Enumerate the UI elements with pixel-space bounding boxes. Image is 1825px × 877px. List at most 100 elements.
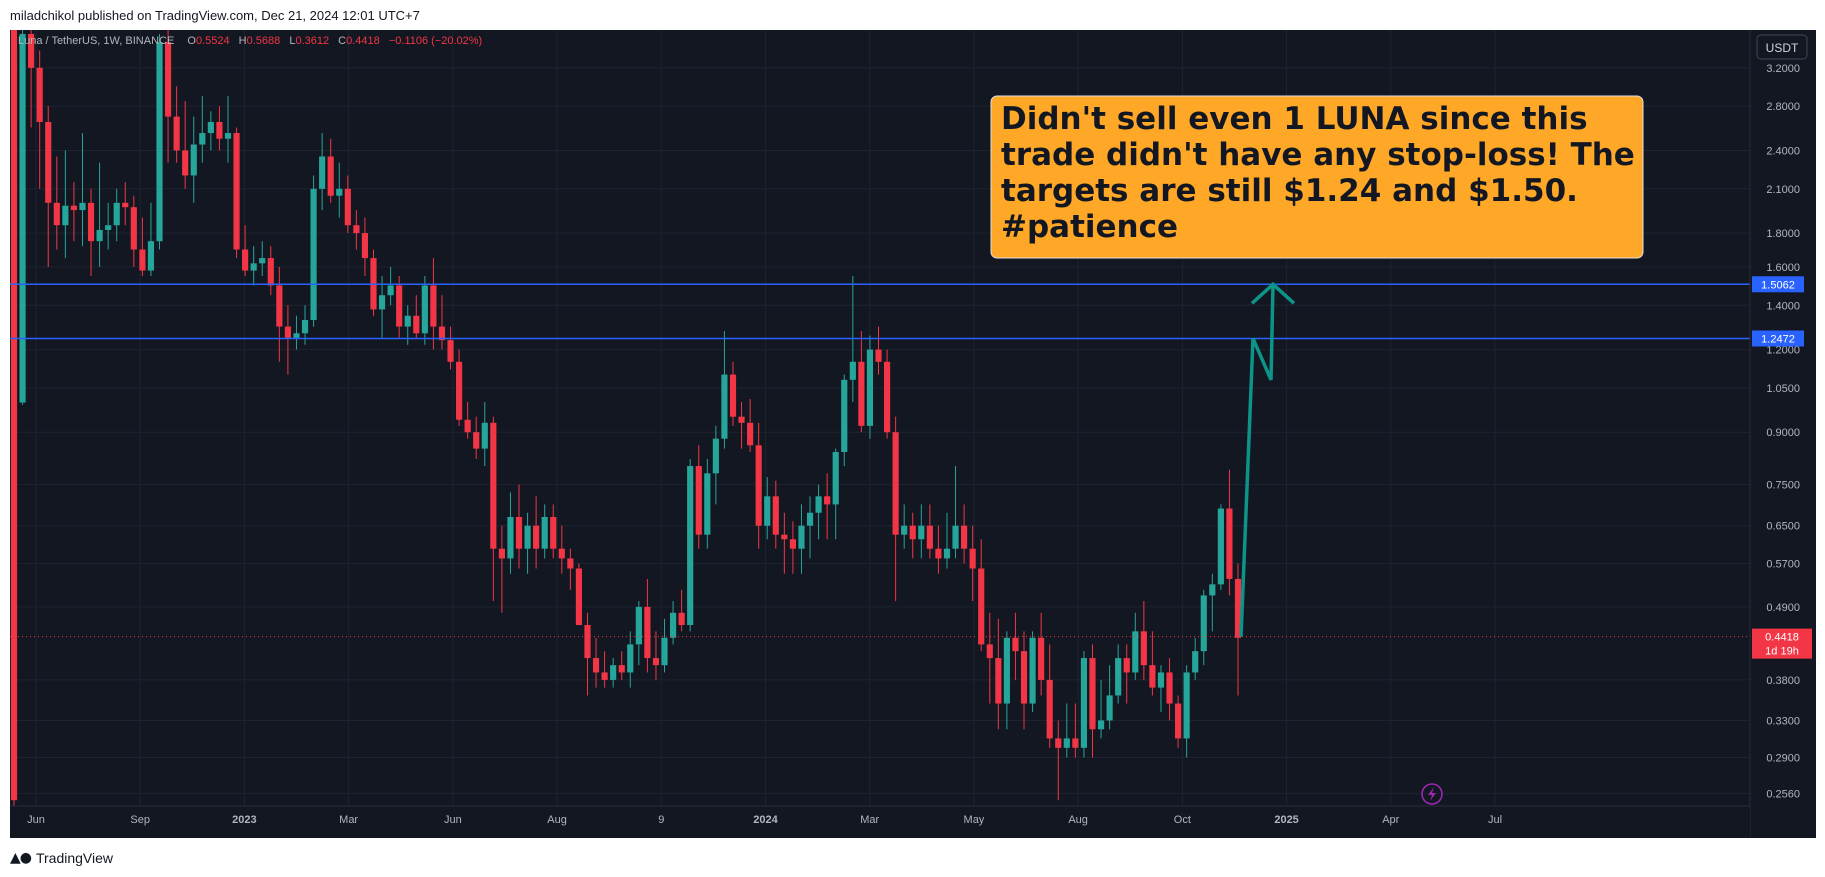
last-price-badge: 0.4418 1d 19h [1752, 628, 1812, 659]
candle [841, 374, 848, 467]
candle-body [849, 361, 856, 380]
candle [935, 525, 942, 574]
candle [242, 225, 249, 277]
candle [661, 618, 668, 673]
candle [87, 188, 95, 277]
candle-body [635, 606, 642, 645]
x-tick-label: Mar [339, 814, 358, 826]
alert-icon[interactable] [1421, 783, 1443, 805]
candle-body [1209, 584, 1216, 596]
candle [421, 276, 428, 345]
annotation-callout[interactable]: Didn't sell even 1 LUNA since this trade… [990, 95, 1644, 259]
candle [1055, 720, 1062, 801]
candle [712, 425, 719, 505]
candle-body [661, 637, 668, 666]
x-tick-label: 9 [658, 814, 664, 826]
candle-body [729, 374, 737, 417]
candle [378, 276, 386, 338]
high-value: 0.5688 [247, 35, 281, 47]
candle-body [704, 473, 711, 535]
candle [113, 188, 120, 242]
candle [515, 484, 523, 569]
candle-body [1063, 738, 1070, 748]
level-label: 1.5062 [1761, 279, 1795, 291]
currency-label: USDT [1766, 41, 1799, 55]
tradingview-logo[interactable]: ▲● TradingView [10, 850, 113, 866]
candle [875, 326, 882, 375]
candle [1089, 644, 1096, 758]
candle [978, 539, 985, 652]
candle-body [541, 516, 548, 549]
footer: ▲● TradingView [0, 838, 1825, 877]
y-tick-label: 2.4000 [1766, 145, 1800, 157]
candle [507, 492, 514, 574]
candle [1003, 631, 1010, 730]
projection-arrow-head [1250, 281, 1296, 305]
low-value: 0.3612 [295, 35, 329, 47]
candle-body [952, 525, 959, 549]
candle-body [1132, 631, 1139, 673]
candle-body [344, 188, 351, 226]
close-value: 0.4418 [346, 35, 380, 47]
y-tick-label: 0.9000 [1766, 427, 1800, 439]
candle [627, 631, 634, 688]
candle-body [456, 361, 463, 420]
candle [584, 612, 591, 696]
candle [961, 504, 968, 564]
candle-body [319, 156, 326, 189]
candle-body [866, 349, 874, 426]
candle-body [87, 202, 95, 242]
candle [276, 266, 283, 362]
candle-body [1012, 637, 1019, 652]
price-axis-ticks: 3.2000 2.8000 2.4000 2.1000 1.8000 1.6000 1.40… [1766, 63, 1800, 801]
candle [824, 473, 831, 540]
candle [729, 361, 737, 426]
price-axis-bg [1750, 30, 1816, 838]
candle [567, 548, 574, 590]
candle [53, 156, 60, 250]
y-tick-label: 0.2560 [1766, 788, 1800, 800]
candle [327, 138, 334, 203]
candle [781, 512, 788, 574]
candle-body [96, 229, 103, 242]
candle [1217, 504, 1224, 590]
candle [1157, 665, 1165, 712]
level-label: 1.2472 [1761, 333, 1795, 345]
candle-body [901, 525, 908, 535]
candle [105, 202, 112, 250]
candle-body [841, 379, 848, 453]
candle [669, 601, 677, 645]
currency-button[interactable]: USDT [1756, 34, 1808, 60]
candle-body [515, 516, 523, 549]
candle [267, 246, 274, 296]
y-tick-label: 0.3300 [1766, 715, 1800, 727]
candle-body [524, 525, 531, 549]
candle-body [755, 445, 762, 526]
candle [310, 175, 317, 327]
candle [1200, 589, 1207, 666]
candle [190, 116, 197, 203]
candle-body [610, 665, 617, 680]
candle-body [19, 33, 26, 403]
candle [413, 295, 420, 338]
candle [45, 106, 52, 267]
symbol-name: Luna / TetherUS, 1W, BINANCE [18, 35, 174, 47]
candlestick-chart[interactable]: 3.2000 2.8000 2.4000 2.1000 1.8000 1.6000 1.40… [10, 30, 1816, 838]
candle-body [378, 295, 386, 310]
candle-body [1097, 720, 1105, 730]
price-levels [10, 283, 1750, 340]
candle-body [430, 285, 437, 327]
candle-body [798, 525, 805, 549]
candle-body [464, 419, 471, 433]
candle-body [293, 333, 300, 338]
candle-body [10, 30, 18, 801]
candle [1063, 703, 1070, 758]
candle [1192, 637, 1199, 680]
y-tick-label: 1.4000 [1766, 300, 1800, 312]
candle [1038, 612, 1045, 696]
x-tick-label: Mar [860, 814, 879, 826]
candle-body [558, 548, 565, 559]
candle-body [53, 202, 60, 226]
candle [687, 458, 694, 632]
chart-area[interactable]: 3.2000 2.8000 2.4000 2.1000 1.8000 1.6000 1.40… [10, 30, 1816, 838]
